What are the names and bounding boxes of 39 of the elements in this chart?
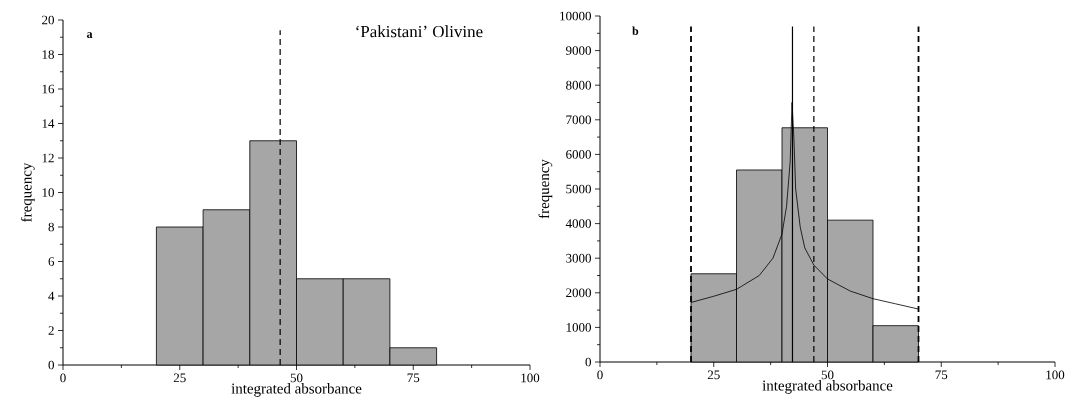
y-axis-title: frequency bbox=[20, 162, 35, 222]
y-tick-label: 8 bbox=[48, 222, 54, 232]
x-tick-label: 0 bbox=[597, 370, 603, 380]
y-tick-label: 9000 bbox=[566, 46, 591, 55]
y-tick-label: 6 bbox=[48, 257, 55, 266]
x-tick-label: 75 bbox=[935, 370, 948, 380]
x-tick-label: 25 bbox=[707, 370, 720, 380]
x-axis-title: integrated absorbance bbox=[231, 383, 362, 397]
y-tick-label: 7000 bbox=[566, 115, 591, 125]
y-tick-label: 10000 bbox=[560, 11, 591, 21]
annotation: a bbox=[86, 32, 93, 38]
x-tick-label: 0 bbox=[60, 373, 66, 383]
y-tick-label: 6000 bbox=[566, 150, 591, 159]
y-tick-label: 18 bbox=[42, 50, 54, 59]
y-tick-label: 14 bbox=[42, 119, 55, 128]
y-tick-label: 20 bbox=[42, 15, 54, 25]
y-tick-label: 2 bbox=[48, 326, 54, 335]
y-tick-label: 1000 bbox=[566, 323, 591, 332]
y-tick-label: 10 bbox=[42, 188, 54, 197]
y-axis-title: frequency bbox=[538, 159, 553, 219]
x-tick-label: 75 bbox=[407, 373, 420, 383]
annotation: ‘Pakistani’ Olivine bbox=[356, 25, 483, 38]
y-tick-label: 4000 bbox=[565, 219, 591, 228]
x-tick-label: 50 bbox=[821, 370, 834, 380]
y-tick-label: 5000 bbox=[566, 184, 591, 194]
y-tick-label: 12 bbox=[42, 153, 54, 163]
y-tick-label: 2000 bbox=[566, 288, 591, 298]
y-tick-label: 16 bbox=[42, 84, 55, 94]
annotation: b bbox=[632, 26, 639, 35]
x-tick-label: 50 bbox=[290, 373, 303, 383]
x-tick-label: 25 bbox=[173, 373, 186, 383]
x-tick-label: 100 bbox=[1046, 370, 1065, 380]
y-tick-label: 3000 bbox=[566, 253, 591, 263]
y-tick-label: 0 bbox=[585, 357, 591, 367]
y-tick-label: 8000 bbox=[566, 80, 591, 90]
y-tick-label: 0 bbox=[48, 360, 54, 370]
x-tick-label: 100 bbox=[521, 373, 540, 383]
x-axis-title: integrated absorbance bbox=[762, 380, 893, 394]
y-tick-label: 4 bbox=[48, 291, 55, 301]
